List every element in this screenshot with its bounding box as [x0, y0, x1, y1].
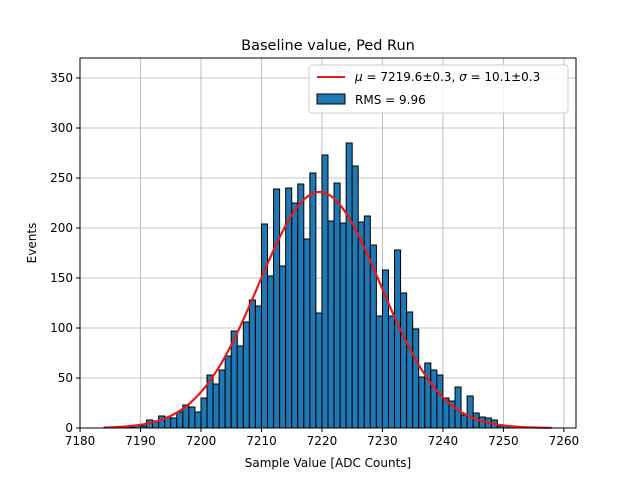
histogram-bar: [248, 299, 256, 429]
y-tick-label: 150: [50, 271, 73, 285]
histogram-bar: [176, 411, 184, 429]
histogram-bar: [375, 315, 383, 429]
legend-mu-symbol: μ: [354, 70, 363, 84]
legend-sigma-symbol: σ: [459, 70, 467, 84]
plot-frame: [79, 57, 577, 429]
x-tick-label: 7200: [186, 434, 217, 448]
x-tick-label: 7210: [246, 434, 277, 448]
y-tick-label: 0: [65, 421, 73, 435]
histogram-bar: [236, 345, 244, 429]
histogram-bar: [315, 312, 323, 429]
x-tick-label: 7240: [428, 434, 459, 448]
y-tick-label: 300: [50, 121, 73, 135]
histogram-bar: [218, 369, 226, 429]
histogram-bar: [242, 321, 250, 429]
legend-hist-label: RMS = 9.96: [355, 93, 426, 107]
fit-curve-layer: [104, 190, 552, 429]
histogram-bar: [267, 275, 275, 429]
x-tick-label: 7180: [65, 434, 96, 448]
y-tick-label: 100: [50, 321, 73, 335]
x-tick-label: 7260: [549, 434, 580, 448]
legend-fit-label: μ = 7219.6±0.3, σ = 10.1±0.3: [354, 70, 540, 84]
histogram-bar: [412, 328, 420, 429]
chart-title: Baseline value, Ped Run: [241, 38, 415, 54]
histogram-bar: [224, 355, 232, 429]
histogram-bar: [333, 182, 341, 429]
histogram-bar: [194, 411, 202, 429]
legend: μ = 7219.6±0.3, σ = 10.1±0.3 RMS = 9.96: [308, 64, 569, 114]
y-tick-label: 50: [58, 371, 73, 385]
histogram-bar: [387, 315, 396, 429]
x-tick-label: 7230: [367, 434, 398, 448]
histogram-bar: [466, 395, 474, 429]
histogram-bar: [406, 311, 414, 429]
histogram-bar: [260, 223, 269, 429]
histogram-bar: [430, 369, 438, 429]
histogram-bar: [170, 417, 178, 429]
y-tick-label: 250: [50, 171, 73, 185]
histogram-bar: [200, 397, 208, 429]
histogram-bar: [436, 374, 444, 429]
histogram-bar: [394, 249, 402, 429]
histogram-bar: [327, 220, 335, 429]
gaussian-fit-curve: [104, 190, 552, 429]
legend-box: [308, 64, 569, 114]
legend-hist-swatch: [316, 93, 346, 105]
y-axis-label: Events: [25, 223, 39, 264]
histogram-bar: [418, 376, 426, 429]
x-axis-label: Sample Value [ADC Counts]: [245, 456, 411, 470]
x-tick-label: 7220: [307, 434, 338, 448]
y-axis-ticks: 0 50 100 150 200 250 300 350: [50, 71, 80, 435]
histogram-bar: [273, 188, 281, 429]
histogram-bar: [424, 362, 432, 429]
histogram-bar: [339, 222, 347, 429]
histogram-bar: [357, 221, 365, 429]
histogram-bar: [254, 305, 262, 429]
legend-mu-text: = 7219.6±0.3,: [363, 70, 459, 84]
x-tick-label: 7250: [488, 434, 519, 448]
y-tick-label: 350: [50, 71, 73, 85]
x-tick-label: 7190: [125, 434, 156, 448]
x-axis-ticks: 7180 7190 7200 7210 7220 7230 7240 7250 7260: [65, 428, 579, 448]
histogram-bar: [400, 292, 408, 429]
histogram-bar: [460, 414, 468, 429]
y-tick-label: 200: [50, 221, 73, 235]
histogram-bar: [297, 183, 305, 429]
histogram-bars: [103, 142, 523, 429]
legend-sigma-text: = 10.1±0.3: [467, 70, 541, 84]
histogram-bar: [279, 265, 287, 429]
histogram-bar: [321, 154, 329, 429]
histogram-bar: [188, 406, 196, 429]
histogram-bar: [303, 238, 311, 429]
histogram-bar: [291, 202, 299, 429]
histogram-bar: [345, 142, 353, 429]
histogram-bar: [212, 383, 220, 429]
histogram-bar: [351, 165, 359, 429]
histogram-bar: [309, 172, 317, 429]
